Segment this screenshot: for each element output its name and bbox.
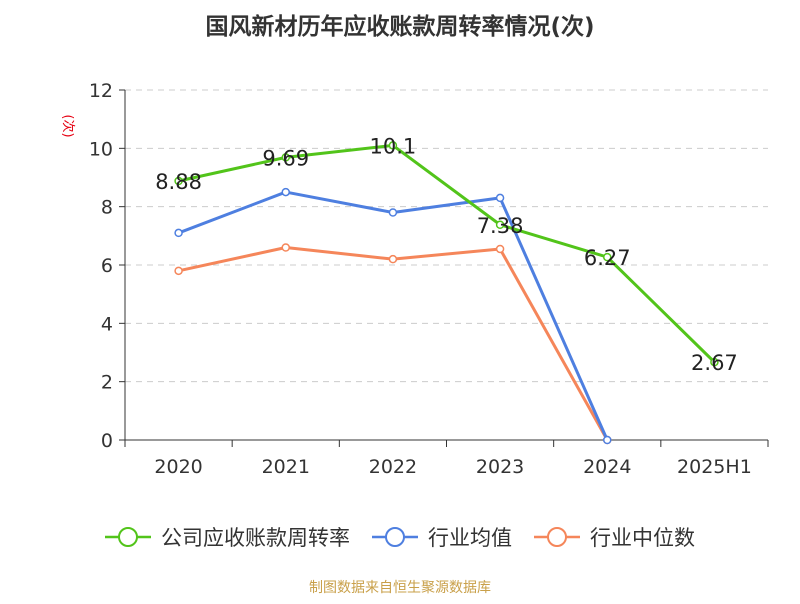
y-tick-label: 6 [101, 255, 113, 277]
data-point [388, 208, 398, 217]
x-tick-label: 2020 [154, 456, 202, 478]
source-note: 制图数据来自恒生聚源数据库 [309, 580, 491, 596]
legend-item: 行业均值 [372, 526, 512, 550]
data-point [281, 153, 290, 162]
y-tick-label: 12 [89, 80, 113, 102]
y-tick-label: 8 [101, 197, 113, 219]
grid-lines [125, 89, 768, 383]
series-group [174, 141, 719, 445]
data-label: 8.88 [155, 170, 202, 194]
data-point [495, 244, 505, 254]
data-label: 2.67 [691, 351, 738, 375]
data-point [388, 254, 398, 264]
y-axis-unit-label: (次) [60, 114, 76, 137]
data-point [388, 141, 398, 150]
axes: 0 2 4 6 8 10 12 2020 2021 2022 2023 2024 2025H1 [89, 80, 769, 478]
data-labels: 8.88 9.69 10.1 7.38 6.27 2.67 [155, 134, 738, 375]
data-label: 7.38 [477, 214, 524, 238]
y-tick-label: 4 [101, 313, 113, 335]
x-tick-label: 2022 [369, 456, 417, 478]
legend: 公司应收账款周转率 行业均值 行业中位数 [105, 526, 695, 550]
data-point [495, 193, 505, 203]
data-point [174, 176, 183, 186]
data-label: 9.69 [262, 146, 309, 170]
legend-marker [118, 527, 138, 547]
series-line [178, 190, 609, 441]
data-label: 6.27 [584, 246, 631, 270]
data-point [603, 252, 612, 262]
data-point [174, 266, 183, 276]
series-line [178, 143, 716, 364]
x-tick-label: 2024 [583, 456, 631, 478]
legend-item: 公司应收账款周转率 [105, 526, 350, 550]
x-tick-label: 2023 [476, 456, 524, 478]
series-line [178, 246, 609, 441]
legend-label: 行业中位数 [590, 526, 695, 550]
y-tick-label: 2 [101, 372, 113, 394]
data-point [174, 228, 183, 238]
legend-marker [547, 527, 567, 547]
x-tick-label: 2021 [262, 456, 310, 478]
legend-label: 行业均值 [428, 526, 512, 550]
legend-label: 公司应收账款周转率 [161, 526, 350, 550]
x-tick-label: 2025H1 [677, 456, 752, 478]
data-point [281, 243, 290, 252]
legend-item: 行业中位数 [534, 526, 695, 550]
y-tick-label: 0 [101, 430, 113, 452]
data-point [603, 435, 612, 445]
y-tick-label: 10 [89, 138, 113, 160]
data-point [281, 187, 290, 197]
chart-title: 国风新材历年应收账款周转率情况(次) [205, 13, 594, 40]
data-point [710, 357, 719, 367]
data-point [495, 220, 505, 229]
legend-marker [385, 527, 405, 547]
data-label: 10.1 [370, 134, 417, 158]
